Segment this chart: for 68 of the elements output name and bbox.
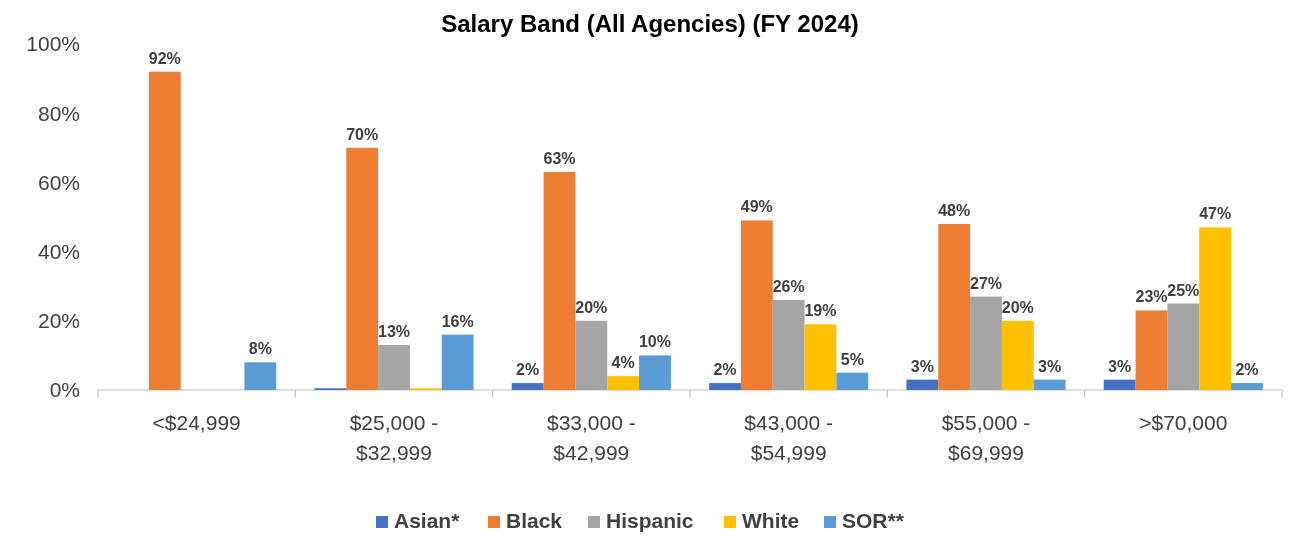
x-tick-label: $55,000 - $69,999 <box>941 411 1031 464</box>
data-label: 47% <box>1199 205 1232 223</box>
data-label: 5% <box>840 350 864 368</box>
x-tick-label: $25,000 - $32,999 <box>349 411 439 464</box>
data-label: 63% <box>543 150 576 168</box>
data-label: 26% <box>772 278 805 296</box>
chart-title: Salary Band (All Agencies) (FY 2024) <box>441 10 859 37</box>
bar <box>543 172 576 390</box>
data-label: 48% <box>938 201 971 219</box>
data-label: 8% <box>248 340 272 358</box>
data-label: 3% <box>1108 357 1132 375</box>
legend-label: Hispanic <box>606 509 694 532</box>
y-tick-label: 100% <box>26 32 80 56</box>
bar <box>804 324 837 390</box>
bar <box>1231 383 1263 390</box>
data-label: 27% <box>969 274 1003 292</box>
data-label: 92% <box>148 49 181 67</box>
legend-label: White <box>742 509 800 532</box>
bar <box>709 383 741 390</box>
bar <box>346 147 379 390</box>
y-tick-label: 40% <box>37 239 80 263</box>
bar <box>639 355 671 390</box>
data-label: 20% <box>575 298 608 316</box>
bar <box>511 383 544 390</box>
data-label: 2% <box>713 361 737 379</box>
legend-label: Black <box>506 509 563 532</box>
data-label: 19% <box>804 302 837 320</box>
bar <box>740 220 773 390</box>
bar <box>1033 379 1066 390</box>
bar <box>441 334 474 390</box>
bar <box>1103 379 1136 390</box>
bar <box>575 320 608 390</box>
bar <box>607 376 640 390</box>
bar <box>378 345 410 390</box>
x-tick-label: $43,000 - $54,999 <box>744 411 834 464</box>
data-label: 49% <box>740 198 773 216</box>
data-label: 2% <box>1235 361 1259 379</box>
bar <box>244 362 277 390</box>
legend-label: SOR** <box>842 509 905 532</box>
bar <box>148 71 181 390</box>
legend-label: Asian* <box>394 509 461 532</box>
data-label: 20% <box>1001 298 1034 316</box>
bar <box>772 300 805 390</box>
y-tick-label: 20% <box>37 309 80 333</box>
y-tick-label: 80% <box>37 101 80 125</box>
x-tick-label: <$24,999 <box>152 411 241 434</box>
y-tick-label: 60% <box>37 170 80 194</box>
bar <box>1135 310 1168 390</box>
bar <box>1199 227 1232 390</box>
bar <box>906 379 939 390</box>
data-label: 2% <box>516 361 540 379</box>
bar <box>1001 320 1034 390</box>
bar <box>836 372 869 390</box>
bar <box>970 296 1002 390</box>
data-label: 3% <box>1038 357 1062 375</box>
data-label: 13% <box>377 323 411 341</box>
data-label: 25% <box>1167 281 1200 299</box>
data-label: 10% <box>638 333 671 351</box>
data-label: 70% <box>346 125 379 143</box>
data-label: 23% <box>1135 288 1168 306</box>
x-tick-label: $33,000 - $42,999 <box>546 411 636 464</box>
bar <box>938 223 971 390</box>
data-label: 16% <box>441 312 474 330</box>
bar <box>1167 303 1200 390</box>
data-label: 4% <box>611 354 635 372</box>
data-label: 3% <box>910 357 934 375</box>
x-tick-label: >$70,000 <box>1139 411 1228 434</box>
y-tick-label: 0% <box>49 378 80 402</box>
